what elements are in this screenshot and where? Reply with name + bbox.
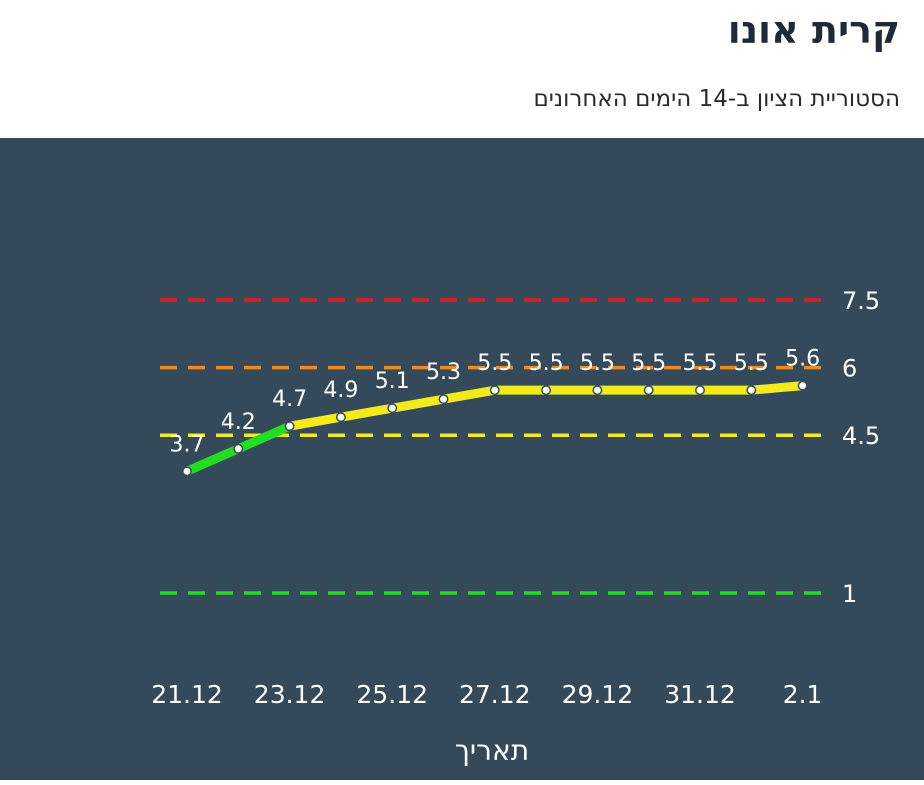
data-point-9 (643, 385, 654, 396)
x-tick-label-1: 23.12 (254, 680, 326, 709)
page-title: קרית אונו (727, 8, 900, 52)
series-segment-4 (387, 394, 448, 413)
data-label-12: 5.6 (785, 347, 820, 372)
data-label-4: 5.1 (375, 369, 410, 394)
series-segment-5 (439, 385, 500, 404)
threshold-label-0: 7.5 (842, 287, 880, 315)
data-label-7: 5.5 (529, 351, 564, 376)
data-label-3: 4.9 (323, 378, 358, 403)
data-label-6: 5.5 (477, 351, 512, 376)
series-segment-0 (182, 444, 243, 476)
data-point-2 (284, 421, 295, 432)
series-segment-3 (336, 403, 397, 422)
x-tick-label-3: 27.12 (459, 680, 531, 709)
data-point-0 (182, 466, 192, 477)
data-point-1 (233, 443, 244, 454)
data-point-12 (797, 380, 808, 391)
threshold-label-2: 4.5 (842, 422, 880, 450)
series-segment-11 (746, 381, 808, 395)
data-point-8 (592, 385, 603, 396)
x-axis-label: תאריך (455, 734, 529, 767)
data-label-1: 4.2 (221, 410, 256, 435)
chart-panel: 7.5 6 4.5 1 3.7 4.2 4.7 4.9 5.1 5.3 5.5 5.5 5.5 5.5 5… (0, 138, 924, 780)
page-subtitle: הסטוריית הציון ב-14 הימים האחרונים (533, 86, 901, 112)
x-tick-label-5: 31.12 (664, 680, 736, 709)
threshold-label-1: 6 (842, 355, 857, 383)
data-label-8: 5.5 (580, 351, 615, 376)
data-point-4 (387, 403, 398, 414)
data-point-3 (335, 412, 346, 423)
series-segment-1 (233, 421, 295, 454)
data-label-5: 5.3 (426, 360, 461, 385)
data-label-11: 5.5 (734, 351, 769, 376)
data-label-9: 5.5 (631, 351, 666, 376)
data-point-10 (695, 385, 705, 396)
x-tick-label-0: 21.12 (151, 680, 223, 709)
data-point-6 (489, 385, 500, 396)
data-point-11 (746, 385, 757, 396)
data-label-2: 4.7 (272, 387, 307, 412)
data-label-0: 3.7 (170, 432, 205, 457)
series-segment-2 (285, 412, 346, 431)
bottom-divider (0, 780, 924, 785)
header: קרית אונו הסטוריית הציון ב-14 הימים האחר… (0, 0, 924, 138)
x-tick-label-2: 25.12 (356, 680, 428, 709)
threshold-label-3: 1 (842, 580, 857, 608)
x-tick-label-6: 2.1 (783, 680, 823, 709)
data-point-5 (438, 394, 449, 405)
x-tick-label-4: 29.12 (562, 680, 634, 709)
score-chart: 7.5 6 4.5 1 3.7 4.2 4.7 4.9 5.1 5.3 5.5 5.5 5.5 5.5 5… (151, 287, 880, 767)
data-label-10: 5.5 (683, 351, 718, 376)
data-point-7 (541, 385, 552, 396)
